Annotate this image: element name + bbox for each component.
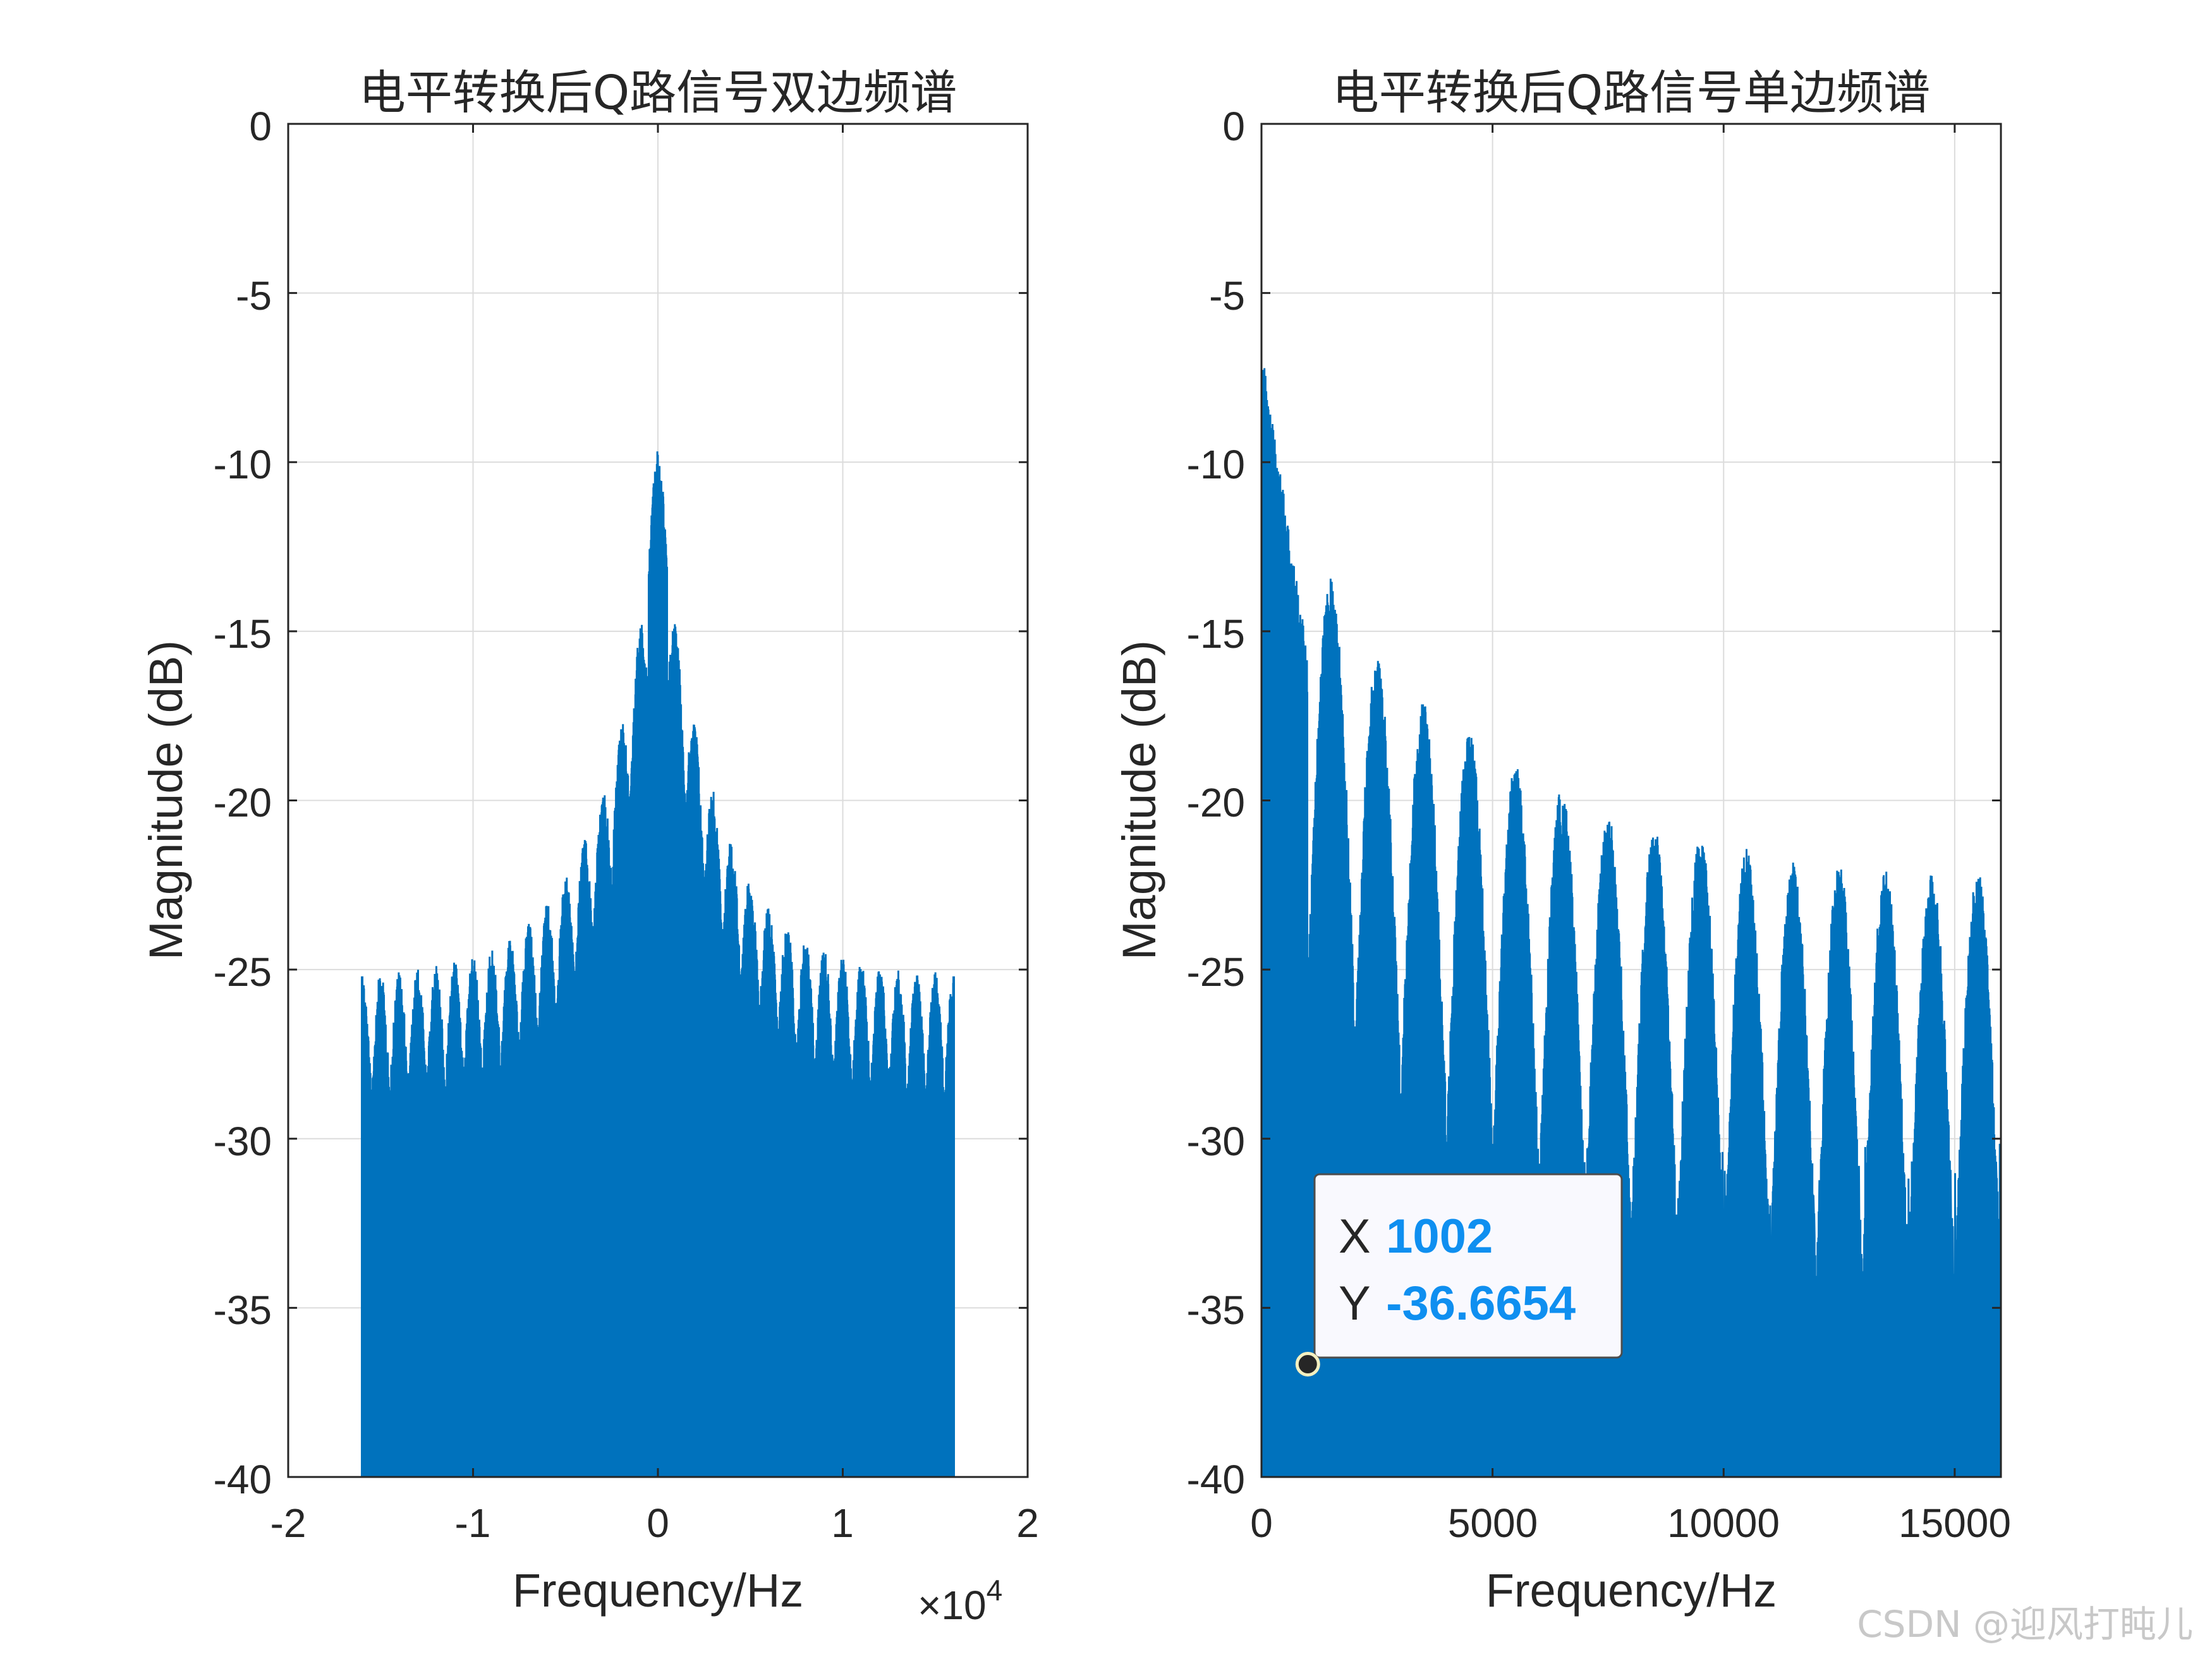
x-tick-labels: 0 5000 10000 15000 [1250, 1500, 2011, 1546]
y-tick-label: -40 [214, 1457, 272, 1502]
axes-two-sided-spectrum: 0 -5 -10 -15 -20 -25 -30 -35 -40 -2 -1 0… [140, 66, 1039, 1628]
datatip-box [1313, 1173, 1623, 1359]
y-tick-label: -10 [1187, 442, 1246, 487]
y-tick-label: -5 [236, 273, 272, 319]
datatip-marker[interactable] [1295, 1352, 1320, 1376]
datatip-y-row: Y -36.6654 [1339, 1277, 1576, 1330]
y-tick-label: -15 [214, 611, 272, 657]
x-tick-label: -1 [455, 1500, 491, 1546]
datatip-y-value: -36.6654 [1386, 1277, 1576, 1330]
datatip[interactable]: X 1002 Y -36.6654 [1295, 1173, 1623, 1376]
x-tick-label: 1 [831, 1500, 854, 1546]
y-tick-labels: 0 -5 -10 -15 -20 -25 -30 -35 -40 [214, 104, 272, 1502]
y-tick-label: -5 [1209, 273, 1245, 319]
y-tick-label: -25 [214, 949, 272, 995]
y-axis-label: Magnitude (dB) [1113, 640, 1165, 960]
y-tick-label: -40 [1187, 1457, 1246, 1502]
y-tick-labels: 0 -5 -10 -15 -20 -25 -30 -35 -40 [1187, 104, 1246, 1502]
x-tick-label: -2 [270, 1500, 307, 1546]
x-exponent-label: ×104 [918, 1574, 1002, 1628]
axes-one-sided-spectrum: 0 -5 -10 -15 -20 -25 -30 -35 -40 0 5000 … [1113, 66, 2011, 1617]
datatip-x-row: X 1002 [1339, 1210, 1493, 1263]
x-tick-label: 10000 [1667, 1500, 1780, 1546]
x-tick-label: 2 [1016, 1500, 1039, 1546]
spectrum-line-two-sided [361, 451, 955, 1478]
tick-marks [1260, 123, 2001, 1478]
y-tick-label: -30 [1187, 1119, 1246, 1164]
x-exponent-power: 4 [987, 1574, 1003, 1607]
y-tick-label: -35 [1187, 1287, 1246, 1333]
datatip-x-value: 1002 [1386, 1210, 1493, 1263]
x-axis-label: Frequency/Hz [1486, 1564, 1777, 1617]
watermark: CSDN @迎风打盹儿 [1857, 1603, 2193, 1646]
x-tick-label: 5000 [1448, 1500, 1538, 1546]
x-tick-label: 0 [647, 1500, 669, 1546]
y-tick-label: -15 [1187, 611, 1246, 657]
y-tick-label: -35 [214, 1287, 272, 1333]
series-line [361, 451, 955, 1478]
y-tick-label: -30 [214, 1119, 272, 1164]
x-tick-label: 15000 [1899, 1500, 2011, 1546]
y-tick-label: 0 [1222, 104, 1245, 149]
chart-title: 电平转换后Q路信号单边频谱 [1332, 66, 1930, 120]
y-tick-label: -20 [214, 780, 272, 825]
x-axis-label: Frequency/Hz [513, 1564, 804, 1617]
chart-title: 电平转换后Q路信号双边频谱 [359, 66, 957, 120]
y-tick-label: -10 [214, 442, 272, 487]
y-tick-label: 0 [249, 104, 272, 149]
y-tick-label: -25 [1187, 949, 1246, 995]
datatip-y-label: Y [1339, 1277, 1371, 1330]
x-tick-labels: -2 -1 0 1 2 [270, 1500, 1039, 1546]
y-axis-label: Magnitude (dB) [140, 640, 192, 960]
tick-marks [287, 123, 1029, 1478]
datatip-x-label: X [1339, 1210, 1371, 1263]
x-exponent-base: ×10 [918, 1583, 987, 1628]
y-tick-label: -20 [1187, 780, 1246, 825]
x-tick-label: 0 [1250, 1500, 1273, 1546]
